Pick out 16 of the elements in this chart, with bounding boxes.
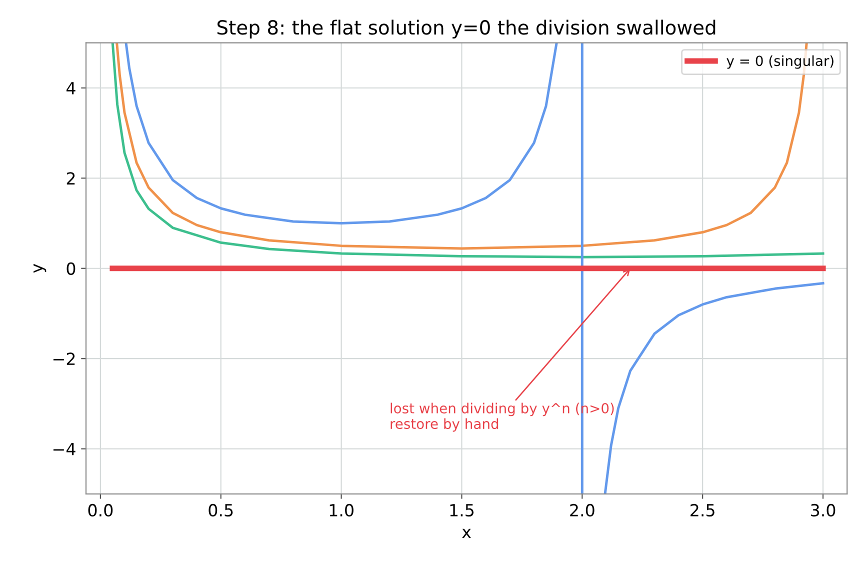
y-tick-label: 0 (66, 262, 76, 275)
x-tick-label: 0.5 (208, 504, 233, 517)
x-tick-label: 2.0 (570, 504, 594, 517)
legend-label: y = 0 (singular) (726, 55, 834, 69)
y-tick-label: 2 (66, 172, 75, 184)
x-tick-label: 2.5 (690, 504, 714, 517)
x-tick-label: 0.0 (88, 504, 113, 517)
x-axis-title: x (462, 528, 471, 538)
chart-title: Step 8: the flat solution y=0 the division swallowed (217, 20, 716, 39)
y-tick-label: 4 (66, 82, 76, 94)
x-tick-label: 1.0 (330, 504, 354, 517)
x-tick-label: 1.5 (450, 504, 474, 517)
y-axis-title: y (34, 264, 46, 273)
y-tick-label: −2 (53, 352, 75, 365)
x-tick-label: 3.0 (811, 504, 836, 517)
y-tick-label: −4 (53, 442, 76, 456)
